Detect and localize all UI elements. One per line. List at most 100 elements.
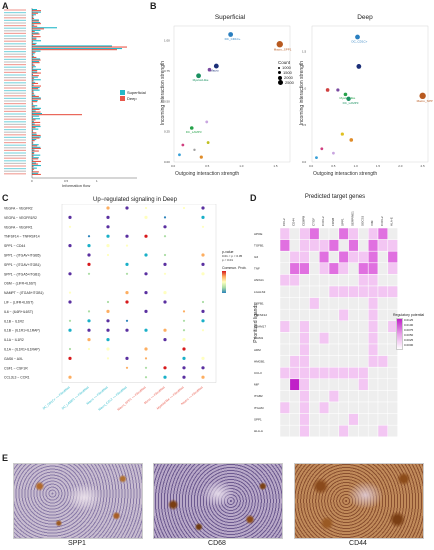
d-cell-empty bbox=[309, 308, 320, 322]
d-cell bbox=[280, 321, 290, 333]
panel-b-title-superficial: Superficial bbox=[214, 14, 246, 21]
regpot-legend-title: Regulatory potential bbox=[393, 313, 425, 317]
regpot-tick-4: 0.0025 bbox=[404, 338, 414, 342]
d-row-label: CCL3 bbox=[254, 371, 262, 375]
y-tick-label: 0.0 bbox=[302, 160, 307, 164]
d-col-label: VIM bbox=[370, 220, 374, 226]
panel-d-heatmap: CCL2 CD44 CEBPB CTGF CXCL2 FOSB SPP1 SERPINE1 SO… bbox=[254, 211, 398, 438]
scatter-point-label: Macro bbox=[210, 68, 219, 72]
d-cell-empty bbox=[328, 332, 340, 345]
d-cell-empty bbox=[338, 239, 349, 252]
d-cell-empty bbox=[299, 297, 310, 310]
scatter-point bbox=[276, 41, 283, 48]
pathway-name-mark bbox=[4, 77, 26, 79]
c-dot bbox=[182, 206, 186, 210]
c-dot bbox=[87, 338, 91, 342]
regpot-tick-2: 0.0075 bbox=[404, 328, 414, 332]
d-cell-empty bbox=[387, 366, 398, 380]
d-cell bbox=[368, 297, 378, 309]
d-cell-empty bbox=[279, 308, 291, 322]
d-cell-empty bbox=[338, 413, 349, 426]
bar-deep bbox=[32, 168, 35, 170]
pathway-name-mark bbox=[4, 100, 26, 102]
panel-label-e: E bbox=[2, 453, 9, 463]
d-cell bbox=[299, 263, 310, 275]
c-dot bbox=[201, 206, 205, 210]
legend-swatch-deep bbox=[120, 96, 125, 101]
bar-superficial bbox=[32, 76, 38, 78]
panel-b-title-deep: Deep bbox=[357, 14, 373, 21]
d-cell-empty bbox=[377, 378, 389, 391]
x-tick-label: 1.0 bbox=[354, 164, 359, 168]
bar-deep bbox=[32, 56, 37, 58]
d-cell bbox=[309, 239, 319, 251]
bar-deep bbox=[32, 46, 127, 48]
pathway-name-mark bbox=[4, 118, 26, 120]
d-cell-empty bbox=[279, 343, 291, 356]
panel-c-legend: p-value 0.01 < p < 0.05 p < 0.01 Commun.… bbox=[222, 250, 247, 293]
c-dot bbox=[163, 328, 167, 332]
c-dot bbox=[182, 310, 186, 313]
pathway-name-mark bbox=[4, 25, 26, 27]
c-dot bbox=[87, 244, 91, 248]
d-cell bbox=[358, 263, 368, 275]
c-dot bbox=[106, 300, 110, 304]
bar-superficial bbox=[32, 87, 40, 89]
bar-deep bbox=[32, 121, 41, 123]
c-dot bbox=[144, 206, 148, 210]
scatter-point-label: DC_LAMP3 bbox=[343, 101, 359, 105]
d-col-label: SERPINE1 bbox=[351, 211, 355, 226]
c-dot bbox=[125, 272, 129, 275]
panel-b-xlabel-superficial: Outgoing interaction strength bbox=[175, 171, 240, 177]
panel-label-c: C bbox=[2, 193, 9, 203]
d-cell-empty bbox=[338, 274, 349, 287]
d-cell-empty bbox=[377, 401, 389, 414]
bar-superficial bbox=[32, 154, 41, 156]
bar-superficial bbox=[32, 55, 35, 57]
d-cell-empty bbox=[367, 401, 379, 414]
d-cell bbox=[280, 367, 290, 379]
c-dot bbox=[106, 244, 110, 248]
d-cell bbox=[368, 274, 378, 286]
d-cell-empty bbox=[309, 250, 320, 264]
bar-deep bbox=[32, 43, 36, 45]
panel-a-legend: Superficial Deep bbox=[120, 90, 146, 101]
d-cell-empty bbox=[289, 413, 300, 426]
bar-deep bbox=[32, 51, 36, 53]
bar-superficial bbox=[32, 152, 35, 154]
ihc-caption-cd44: CD44 bbox=[349, 540, 367, 547]
scatter-point bbox=[343, 92, 348, 97]
c-dot bbox=[68, 244, 72, 248]
pathway-name-mark bbox=[4, 97, 26, 99]
svg-text:0: 0 bbox=[31, 179, 33, 183]
d-cell bbox=[299, 251, 310, 263]
c-dot bbox=[68, 225, 72, 228]
d-cell bbox=[378, 286, 388, 298]
scatter-point bbox=[332, 151, 335, 155]
x-tick-label: 0.0 bbox=[309, 164, 314, 168]
d-cell-empty bbox=[279, 413, 291, 426]
pathway-name-mark bbox=[4, 69, 26, 71]
d-cell bbox=[378, 228, 388, 240]
d-row-label: ITGB2 bbox=[254, 394, 263, 398]
bar-deep bbox=[32, 140, 35, 142]
c-dot bbox=[87, 235, 91, 238]
pathway-name-mark bbox=[4, 87, 26, 89]
d-cell bbox=[358, 367, 368, 379]
bar-superficial bbox=[32, 100, 38, 102]
d-cell bbox=[299, 379, 310, 391]
pathway-name-mark bbox=[4, 157, 26, 159]
d-cell-empty bbox=[377, 274, 389, 287]
bar-superficial bbox=[32, 14, 36, 16]
d-cell-empty bbox=[289, 343, 300, 356]
d-cell-empty bbox=[289, 424, 300, 438]
bar-superficial bbox=[32, 89, 40, 91]
d-cell bbox=[378, 239, 388, 251]
c-dot bbox=[106, 319, 110, 323]
y-tick-label: 1.5 bbox=[302, 50, 307, 54]
pvalue-legend-1: 0.01 < p < 0.05 bbox=[222, 254, 243, 258]
d-cell-empty bbox=[328, 274, 340, 287]
bar-superficial bbox=[32, 50, 41, 52]
d-cell-empty bbox=[358, 308, 369, 322]
d-cell-empty bbox=[279, 297, 291, 310]
